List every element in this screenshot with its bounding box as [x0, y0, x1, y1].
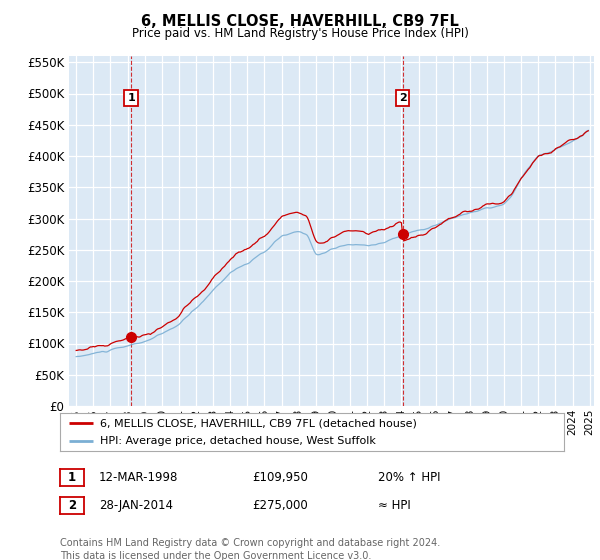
Text: 2: 2: [68, 498, 76, 512]
Text: ≈ HPI: ≈ HPI: [378, 498, 411, 512]
Text: 28-JAN-2014: 28-JAN-2014: [99, 498, 173, 512]
Text: Price paid vs. HM Land Registry's House Price Index (HPI): Price paid vs. HM Land Registry's House …: [131, 27, 469, 40]
Text: 20% ↑ HPI: 20% ↑ HPI: [378, 470, 440, 484]
Text: 6, MELLIS CLOSE, HAVERHILL, CB9 7FL (detached house): 6, MELLIS CLOSE, HAVERHILL, CB9 7FL (det…: [100, 418, 417, 428]
Text: 12-MAR-1998: 12-MAR-1998: [99, 470, 178, 484]
Text: 2: 2: [399, 93, 407, 103]
Text: 6, MELLIS CLOSE, HAVERHILL, CB9 7FL: 6, MELLIS CLOSE, HAVERHILL, CB9 7FL: [141, 14, 459, 29]
Text: 1: 1: [127, 93, 135, 103]
Text: £275,000: £275,000: [252, 498, 308, 512]
Text: Contains HM Land Registry data © Crown copyright and database right 2024.
This d: Contains HM Land Registry data © Crown c…: [60, 538, 440, 560]
Text: £109,950: £109,950: [252, 470, 308, 484]
Text: HPI: Average price, detached house, West Suffolk: HPI: Average price, detached house, West…: [100, 436, 376, 446]
Text: 1: 1: [68, 470, 76, 484]
